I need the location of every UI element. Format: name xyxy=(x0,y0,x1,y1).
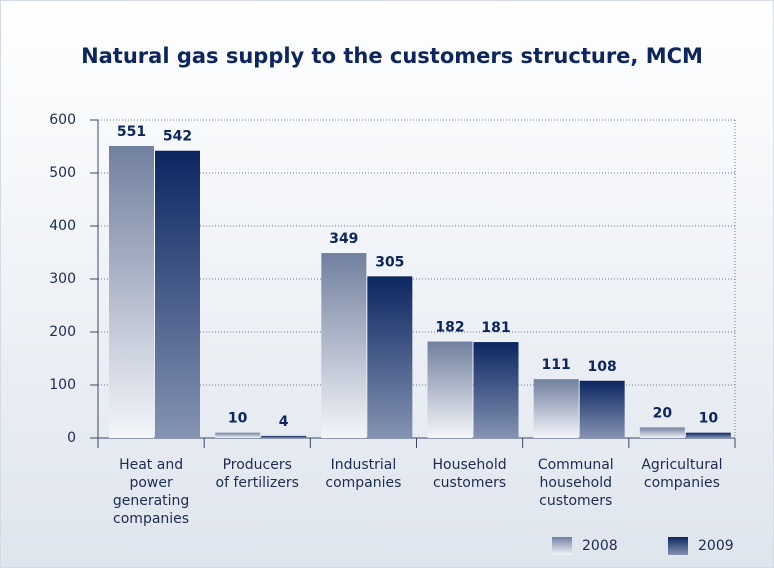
y-tick-label: 500 xyxy=(49,165,76,181)
x-tick-label: Industrial companies xyxy=(325,457,401,491)
legend-label: 2009 xyxy=(698,538,734,554)
bar xyxy=(155,150,200,439)
bar xyxy=(321,253,367,438)
y-tick-label: 400 xyxy=(49,218,76,234)
bar xyxy=(367,276,413,438)
value-label: 181 xyxy=(481,320,510,336)
bar xyxy=(533,379,579,438)
value-label: 551 xyxy=(117,124,146,140)
bar xyxy=(427,341,473,438)
x-tick-label: Household customers xyxy=(433,457,507,491)
value-label: 10 xyxy=(228,411,248,427)
bar xyxy=(215,432,261,438)
legend-swatch xyxy=(552,537,572,555)
bar xyxy=(639,427,685,438)
y-tick-label: 300 xyxy=(49,271,76,287)
y-tick-label: 0 xyxy=(67,430,76,446)
value-label: 182 xyxy=(435,320,464,336)
value-label: 542 xyxy=(163,129,192,145)
value-label: 108 xyxy=(588,359,617,375)
x-tick-label: Heat and power generating companies xyxy=(113,457,189,527)
bar xyxy=(109,145,154,438)
chart-title: Natural gas supply to the customers stru… xyxy=(81,44,703,68)
bar xyxy=(685,432,731,438)
x-tick-label: Communal household customers xyxy=(538,457,614,509)
value-label: 111 xyxy=(542,357,571,373)
legend-swatch xyxy=(668,537,688,555)
x-tick-label: Producers of fertilizers xyxy=(216,457,299,491)
bar xyxy=(261,435,307,438)
y-tick-label: 600 xyxy=(49,112,76,128)
value-label: 20 xyxy=(653,405,673,421)
y-tick-label: 200 xyxy=(49,324,76,340)
value-label: 305 xyxy=(375,254,404,270)
value-label: 4 xyxy=(279,414,289,430)
value-label: 10 xyxy=(699,411,719,427)
y-tick-label: 100 xyxy=(49,377,76,393)
bar xyxy=(473,342,519,438)
value-label: 349 xyxy=(329,231,358,247)
bar xyxy=(579,380,625,438)
x-tick-label: Agricultural companies xyxy=(641,457,722,491)
legend-label: 2008 xyxy=(582,538,618,554)
